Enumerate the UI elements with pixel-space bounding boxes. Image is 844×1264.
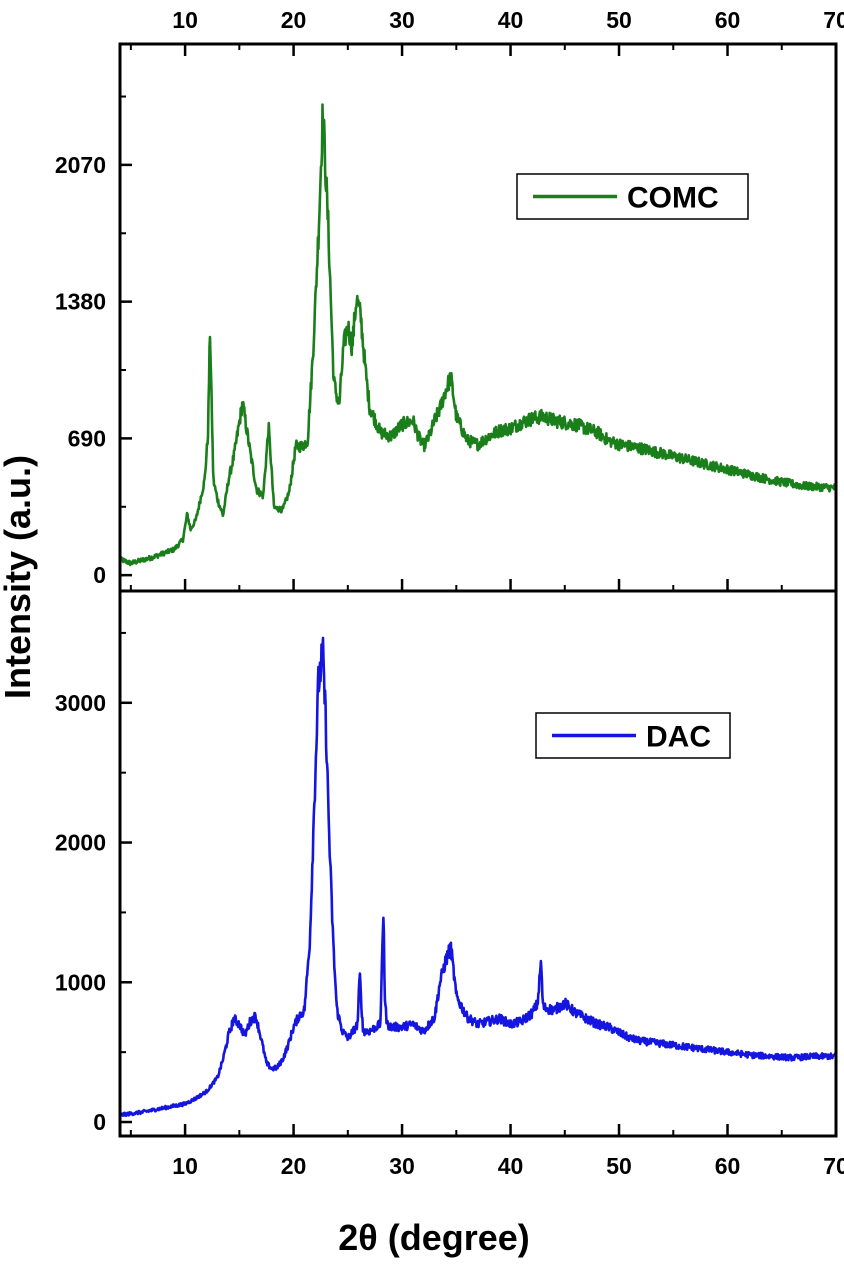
top-x-tick-label: 10 [172, 7, 198, 33]
bottom-x-tick-label: 10 [172, 1153, 198, 1179]
bottom-x-tick-label: 50 [606, 1153, 632, 1179]
chart-frame [118, 42, 838, 1138]
comc-y-tick-label: 2070 [55, 152, 106, 178]
top-x-tick-label: 70 [823, 7, 844, 33]
bottom-x-tick-label: 60 [715, 1153, 741, 1179]
x-axis-title: 2θ (degree) [338, 1217, 530, 1258]
dac-y-tick-label: 2000 [55, 830, 106, 856]
dac-y-tick-label: 1000 [55, 969, 106, 995]
comc-y-tick-label: 0 [93, 562, 106, 588]
dac-y-tick-label: 3000 [55, 690, 106, 716]
top-x-tick-label: 20 [281, 7, 307, 33]
comc-legend-box [516, 173, 749, 220]
top-x-tick-label: 30 [389, 7, 415, 33]
comc-legend-label: COMC [627, 182, 719, 215]
dac-y-tick-label: 0 [93, 1109, 106, 1135]
bottom-x-tick-label: 30 [389, 1153, 415, 1179]
top-x-tick-label: 40 [498, 7, 524, 33]
bottom-x-tick-label: 40 [498, 1153, 524, 1179]
dac-legend-label: DAC [646, 721, 711, 754]
top-x-tick-label: 60 [715, 7, 741, 33]
comc-y-tick-label: 1380 [55, 289, 106, 315]
bottom-x-tick-label: 20 [281, 1153, 307, 1179]
dac-panel: 0 1000 2000 3000 10 20 30 40 50 60 70 DAC [55, 631, 844, 1179]
dac-series-line [118, 636, 837, 1118]
y-axis-title: Intensity (a.u.) [0, 455, 38, 699]
comc-panel: 0 690 1380 2070 10 20 30 40 50 60 70 COMC [55, 7, 844, 591]
comc-y-tick-label: 690 [68, 425, 106, 451]
bottom-x-tick-label: 70 [823, 1153, 844, 1179]
comc-series-line [118, 103, 837, 567]
top-x-tick-label: 50 [606, 7, 632, 33]
